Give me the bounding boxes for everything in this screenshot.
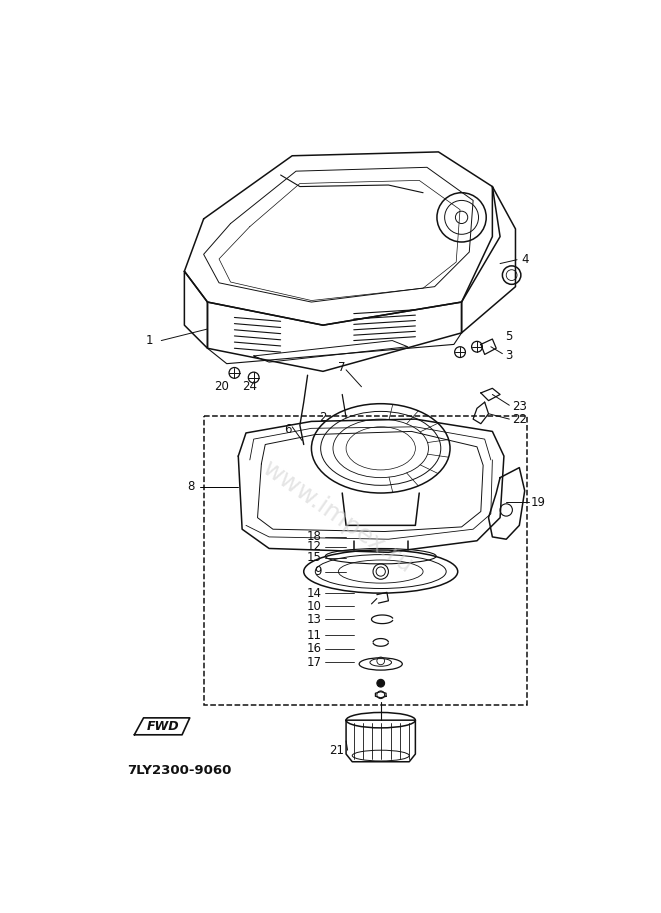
- Text: 16: 16: [307, 642, 321, 655]
- Text: 7LY2300-9060: 7LY2300-9060: [127, 763, 231, 777]
- Text: FWD: FWD: [147, 719, 179, 733]
- Text: 23: 23: [512, 400, 527, 413]
- Text: 8: 8: [187, 480, 194, 493]
- Text: 17: 17: [307, 656, 321, 669]
- Text: 14: 14: [307, 587, 321, 600]
- Text: 24: 24: [243, 380, 257, 394]
- Text: 5: 5: [506, 331, 513, 343]
- Text: 7: 7: [338, 361, 346, 374]
- Text: 6: 6: [285, 423, 292, 436]
- Text: 1: 1: [146, 334, 153, 347]
- Text: 19: 19: [531, 496, 546, 509]
- Text: 15: 15: [307, 551, 321, 564]
- Text: 13: 13: [307, 613, 321, 625]
- Circle shape: [377, 679, 385, 687]
- Bar: [204, 416, 527, 705]
- Text: 4: 4: [522, 253, 529, 267]
- Text: 18: 18: [307, 530, 321, 543]
- Text: 9: 9: [314, 565, 321, 578]
- Text: 22: 22: [512, 414, 527, 426]
- Text: 20: 20: [214, 380, 229, 394]
- Text: 12: 12: [307, 540, 321, 553]
- Text: www.impex.ru: www.impex.ru: [258, 456, 418, 579]
- Circle shape: [373, 564, 389, 579]
- Text: 3: 3: [506, 350, 513, 362]
- Ellipse shape: [370, 658, 391, 666]
- Text: 2: 2: [319, 411, 327, 424]
- Text: 21: 21: [330, 744, 344, 757]
- Text: 10: 10: [307, 600, 321, 613]
- Text: 11: 11: [307, 629, 321, 642]
